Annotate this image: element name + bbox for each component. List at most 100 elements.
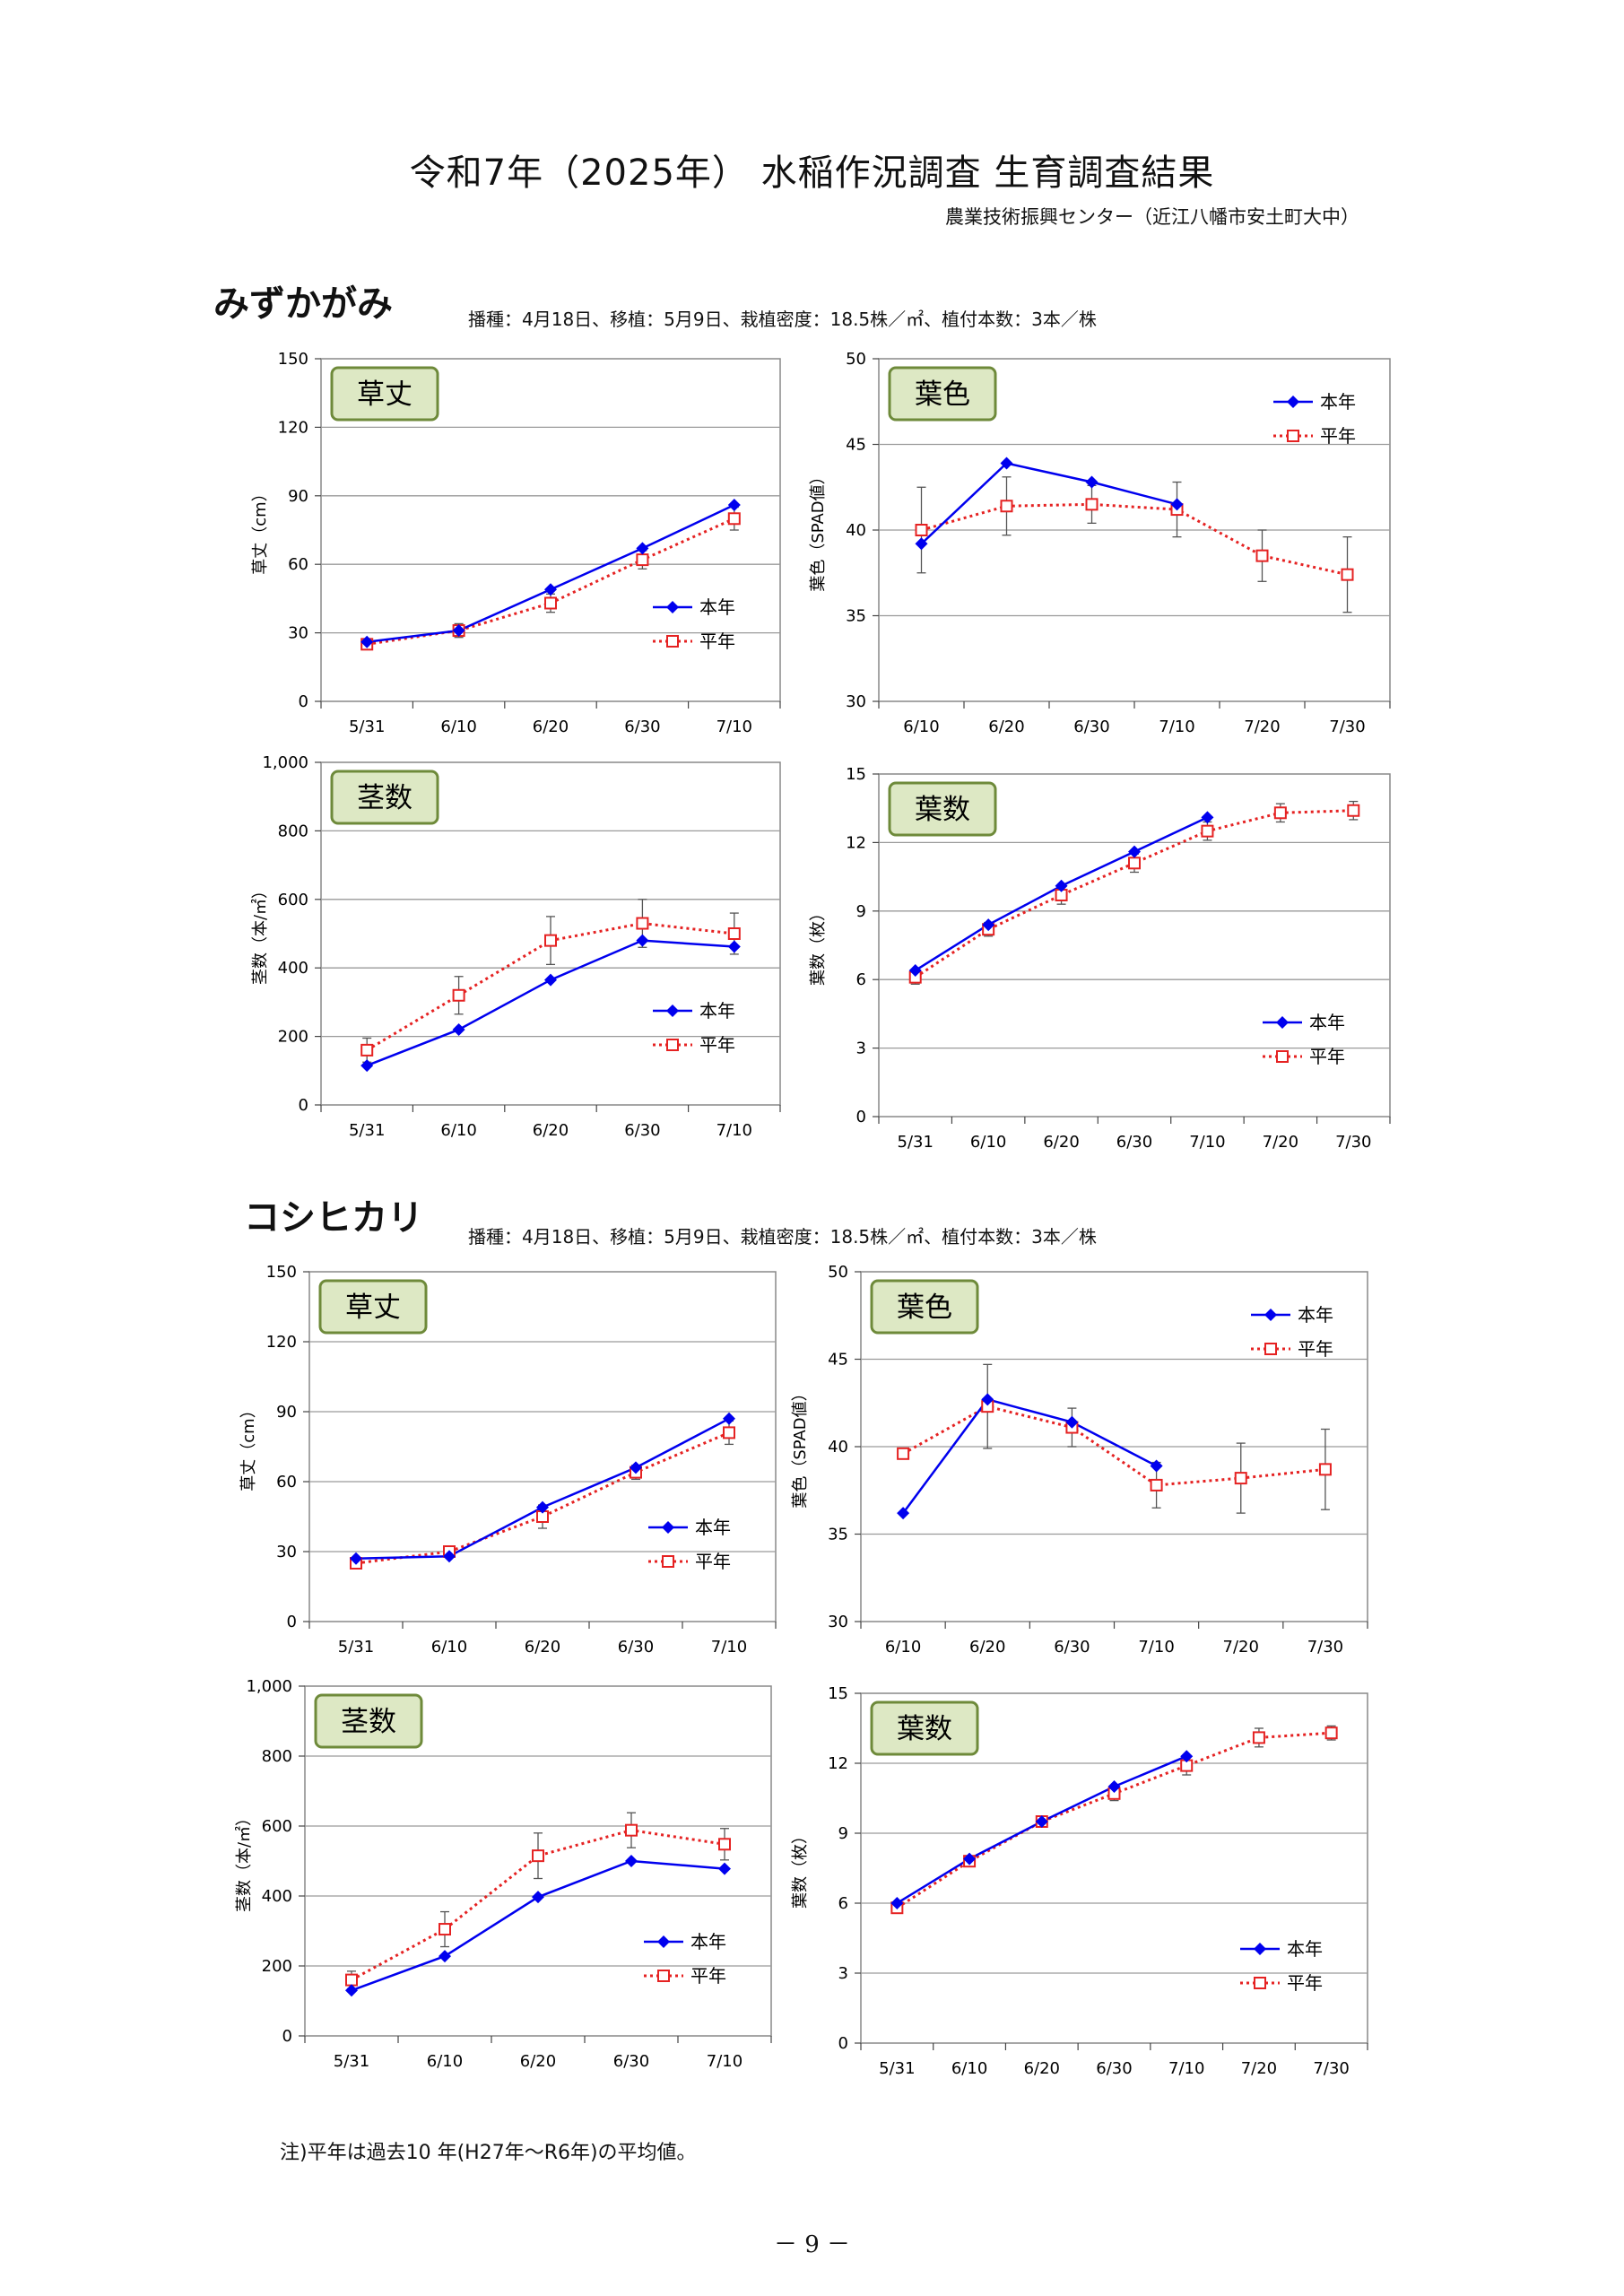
x-tick-label: 6/30 [1096,2059,1132,2078]
panel-label: 葉数 [897,1713,952,1745]
x-tick-label: 6/20 [533,1121,569,1140]
x-tick-label: 6/20 [1024,2059,1060,2078]
legend-marker-current [662,1521,674,1534]
x-tick-label: 6/10 [427,2052,463,2071]
data-point-current [963,1852,977,1866]
y-tick-label: 0 [299,692,308,711]
y-tick-label: 6 [856,970,866,989]
x-tick-label: 6/10 [951,2059,987,2078]
y-tick-label: 3 [856,1039,866,1058]
data-point-average [636,917,649,930]
data-point-average [1000,500,1013,513]
data-point-average [360,1043,374,1057]
y-tick-label: 0 [282,2027,292,2046]
legend-label-current: 本年 [1298,1304,1333,1326]
legend-label-current: 本年 [699,1000,735,1022]
data-point-current [360,1059,374,1073]
x-tick-label: 6/20 [988,718,1024,736]
y-tick-label: 90 [276,1403,297,1422]
data-point-current [723,1412,735,1425]
legend-marker-current [666,1004,679,1017]
x-tick-label: 7/20 [1263,1133,1298,1152]
x-tick-label: 7/10 [707,2052,743,2071]
footnote: 注)平年は過去10 年(H27年～R6年)の平均値。 [280,2142,697,2164]
legend-marker-current [1276,1016,1289,1029]
page-number: － 9 － [773,2231,851,2258]
legend-marker-current [657,1935,670,1948]
series-line-average [902,1405,1326,1487]
x-tick-label: 6/10 [440,718,476,736]
x-tick-label: 6/30 [613,2052,649,2071]
y-tick-label: 200 [262,1957,292,1976]
data-point-current [544,973,557,987]
data-point-current [532,1891,544,1904]
data-point-current [981,1393,994,1406]
data-point-current [1035,1815,1048,1828]
x-tick-label: 5/31 [334,2052,369,2071]
y-axis-label: 茎数（本/㎡） [234,1810,254,1912]
y-tick-label: 1,000 [246,1677,292,1696]
x-tick-label: 5/31 [898,1133,934,1152]
x-tick-label: 6/20 [969,1638,1005,1657]
x-tick-label: 5/31 [349,1121,385,1140]
y-tick-label: 12 [846,833,866,852]
x-tick-label: 6/30 [1073,718,1109,736]
x-tick-label: 7/30 [1313,2059,1349,2078]
legend-marker-average [1287,430,1299,442]
chart-koshihikari-plant-height: 0 30 60 90 120 150 5/31 6/10 6/20 6/30 7/10 草丈（cm） 草… [239,1263,777,1657]
y-tick-label: 150 [266,1263,297,1282]
x-tick-label: 6/30 [618,1638,654,1657]
y-tick-label: 9 [856,902,866,921]
data-point-average [1201,824,1214,838]
legend-label-current: 本年 [1320,391,1356,413]
y-tick-label: 12 [828,1754,848,1773]
x-tick-label: 7/30 [1307,1638,1343,1657]
organization-label: 農業技術振興センター（近江八幡市安土町大中） [945,206,1359,228]
legend-label-current: 本年 [690,1931,726,1952]
x-tick-label: 7/10 [716,1121,752,1140]
y-tick-label: 0 [287,1613,297,1631]
data-point-current [544,583,557,596]
y-tick-label: 35 [828,1526,848,1544]
x-tick-label: 7/30 [1329,718,1365,736]
y-tick-label: 40 [846,521,866,540]
chart-koshihikari-leaf-number: 0 3 6 9 12 15 5/31 6/10 6/20 6/30 7/10 7/20 7/30 葉数（枚… [791,1684,1368,2078]
data-point-current [1170,498,1184,511]
x-tick-label: 7/30 [1335,1133,1371,1152]
legend-label-current: 本年 [1309,1012,1345,1033]
data-point-average [625,1823,638,1837]
y-tick-label: 6 [838,1894,848,1913]
y-tick-label: 0 [838,2034,848,2053]
data-point-current [636,934,649,947]
legend-label-average: 平年 [1298,1338,1333,1360]
y-tick-label: 0 [856,1108,866,1126]
page-title: 令和7年（2025年） 水稲作況調査 生育調査結果 [409,152,1215,194]
x-tick-label: 6/20 [1043,1133,1079,1152]
y-tick-label: 50 [828,1263,848,1282]
data-point-current [1000,457,1013,470]
chart-koshihikari-leaf-color: 30 35 40 45 50 6/10 6/20 6/30 7/10 7/20 7/30 葉色（SPA… [791,1263,1368,1657]
data-point-current [1065,1415,1079,1429]
legend-label-current: 本年 [1287,1938,1323,1960]
data-point-average [1324,1726,1338,1740]
panel-label-box [318,1279,428,1335]
y-tick-label: 60 [288,555,308,574]
data-point-current [727,498,741,511]
x-tick-label: 7/20 [1223,1638,1259,1657]
data-point-current [1150,1459,1163,1473]
legend-label-current: 本年 [699,596,735,618]
data-point-average [345,1973,358,1987]
data-point-current [718,1862,731,1875]
y-axis-label: 草丈（cm） [251,485,270,574]
cultivation-conditions-mizukagami: 播種：4月18日、移植：5月9日、栽植密度：18.5株／㎡、植付本数：3本／株 [468,309,1097,330]
x-tick-label: 6/10 [885,1638,921,1657]
y-axis-label: 葉数（枚） [791,1828,810,1909]
legend-marker-average [657,1970,670,1982]
y-tick-label: 800 [262,1747,292,1766]
data-point-average [727,927,741,940]
chart-mizukagami-plant-height: 0 30 60 90 120 150 5/31 6/10 6/20 6/30 7/10 草丈（cm） 草… [251,350,781,736]
y-tick-label: 120 [266,1333,297,1352]
legend-marker-current [666,601,679,613]
data-point-average [439,1923,451,1936]
data-point-current [360,635,374,648]
